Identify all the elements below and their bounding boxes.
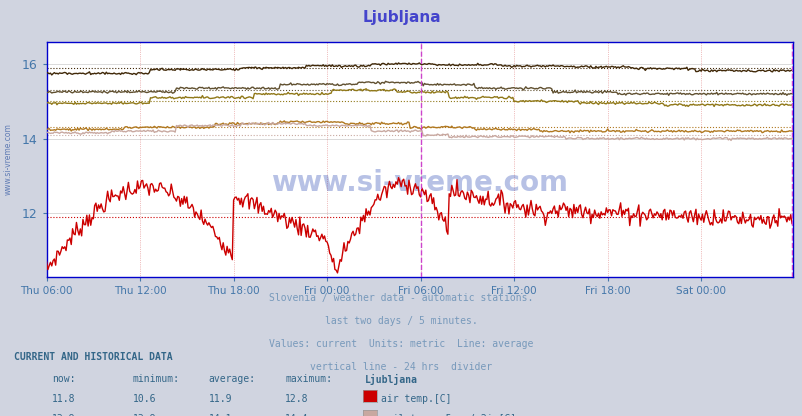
- Text: 11.8: 11.8: [52, 394, 75, 404]
- Text: Ljubljana: Ljubljana: [362, 10, 440, 25]
- Text: now:: now:: [52, 374, 75, 384]
- Text: average:: average:: [209, 374, 256, 384]
- Text: www.si-vreme.com: www.si-vreme.com: [3, 123, 13, 195]
- Text: 12.8: 12.8: [285, 394, 308, 404]
- Text: Slovenia / weather data - automatic stations.: Slovenia / weather data - automatic stat…: [269, 293, 533, 303]
- Text: last two days / 5 minutes.: last two days / 5 minutes.: [325, 316, 477, 326]
- Text: soil temp. 5cm / 2in[C]: soil temp. 5cm / 2in[C]: [381, 414, 516, 416]
- Text: maximum:: maximum:: [285, 374, 332, 384]
- Text: Values: current  Units: metric  Line: average: Values: current Units: metric Line: aver…: [269, 339, 533, 349]
- Text: vertical line - 24 hrs  divider: vertical line - 24 hrs divider: [310, 362, 492, 372]
- Text: minimum:: minimum:: [132, 374, 180, 384]
- Text: 14.4: 14.4: [285, 414, 308, 416]
- Text: www.si-vreme.com: www.si-vreme.com: [271, 168, 568, 197]
- Text: CURRENT AND HISTORICAL DATA: CURRENT AND HISTORICAL DATA: [14, 352, 173, 362]
- Text: 11.9: 11.9: [209, 394, 232, 404]
- Text: 10.6: 10.6: [132, 394, 156, 404]
- Text: 13.9: 13.9: [52, 414, 75, 416]
- Text: air temp.[C]: air temp.[C]: [381, 394, 452, 404]
- Text: 13.9: 13.9: [132, 414, 156, 416]
- Text: Ljubljana: Ljubljana: [365, 374, 418, 386]
- Text: 14.1: 14.1: [209, 414, 232, 416]
